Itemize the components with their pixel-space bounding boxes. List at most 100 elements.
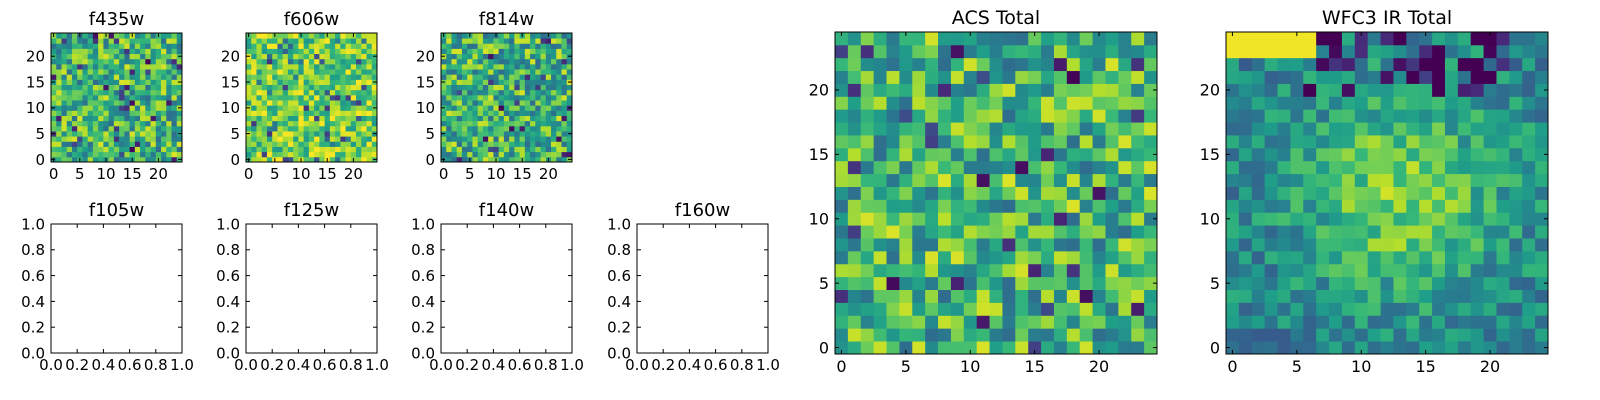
- heatmap-cell: [472, 115, 479, 122]
- heatmap-cell: [1316, 225, 1330, 239]
- heatmap-cell: [129, 105, 136, 111]
- heatmap-cell: [1290, 263, 1304, 278]
- heatmap-cell: [119, 53, 125, 60]
- heatmap-cell: [551, 94, 557, 101]
- heatmap-cell: [1053, 96, 1068, 110]
- heatmap-cell: [488, 125, 494, 132]
- heatmap-cell: [467, 58, 473, 65]
- heatmap-cell: [1238, 122, 1253, 136]
- heatmap-cell: [145, 105, 151, 111]
- heatmap-cell: [1522, 96, 1536, 110]
- heatmap-cell: [1238, 160, 1253, 175]
- heatmap-cell: [1457, 212, 1472, 226]
- heatmap-cell: [561, 94, 568, 101]
- heatmap-cell: [482, 146, 489, 153]
- heatmap-cell: [1002, 276, 1016, 290]
- heatmap-cell: [467, 48, 473, 55]
- heatmap-cell: [950, 109, 965, 123]
- plot-frame: [440, 32, 573, 163]
- heatmap-cell: [82, 105, 89, 111]
- heatmap-cell: [298, 120, 305, 127]
- heatmap-cell: [134, 125, 141, 132]
- heatmap-cell: [1509, 238, 1523, 252]
- x-tick-label: 15: [513, 165, 532, 183]
- heatmap-cell: [1367, 147, 1381, 162]
- heatmap-cell: [1041, 276, 1055, 290]
- heatmap-cell: [1264, 289, 1278, 303]
- heatmap-cell: [456, 94, 463, 101]
- heatmap-cell: [298, 69, 305, 75]
- heatmap-cell: [1092, 341, 1106, 355]
- heatmap-cell: [87, 53, 94, 60]
- heatmap-cell: [308, 63, 315, 70]
- heatmap-cell: [509, 105, 515, 111]
- heatmap-cell: [345, 136, 352, 142]
- heatmap-cell: [113, 146, 120, 153]
- heatmap-cell: [1470, 328, 1484, 342]
- heatmap-cell: [1131, 160, 1145, 175]
- heatmap-cell: [912, 173, 926, 187]
- heatmap-cell: [503, 105, 510, 111]
- heatmap-cell: [514, 84, 520, 91]
- heatmap-cell: [467, 74, 473, 80]
- heatmap-cell: [530, 43, 536, 49]
- heatmap-cell: [1277, 32, 1291, 46]
- heatmap-cell: [1483, 302, 1497, 316]
- heatmap-cell: [498, 84, 505, 91]
- heatmap-cell: [461, 141, 468, 147]
- heatmap-cell: [472, 74, 479, 80]
- heatmap-cell: [1238, 238, 1253, 252]
- heatmap-cell: [1393, 238, 1407, 252]
- heatmap-cell: [1316, 315, 1330, 329]
- heatmap-cell: [1118, 302, 1132, 316]
- heatmap-cell: [503, 141, 510, 147]
- heatmap-cell: [873, 135, 887, 149]
- heatmap-cell: [293, 74, 299, 80]
- heatmap-cell: [1290, 96, 1304, 110]
- heatmap-cell: [886, 173, 900, 187]
- heatmap-cell: [488, 53, 494, 60]
- heatmap-cell: [519, 146, 526, 153]
- plot-frame: [1225, 31, 1549, 355]
- heatmap-cell: [345, 115, 352, 122]
- heatmap-cell: [308, 141, 315, 147]
- heatmap-cell: [1264, 147, 1278, 162]
- heatmap-cell: [272, 38, 278, 44]
- heatmap-cell: [287, 63, 294, 70]
- heatmap-cell: [92, 125, 99, 132]
- heatmap-cell: [524, 156, 531, 163]
- heatmap-cell: [119, 79, 125, 85]
- heatmap-cell: [51, 120, 57, 127]
- heatmap-cell: [925, 289, 939, 303]
- heatmap-cell: [551, 136, 557, 142]
- heatmap-cell: [540, 146, 547, 153]
- heatmap-cell: [963, 289, 978, 303]
- heatmap-cell: [134, 105, 141, 111]
- heatmap-cell: [1444, 276, 1459, 290]
- heatmap-cell: [1522, 276, 1536, 290]
- heatmap-cell: [1303, 44, 1317, 59]
- heatmap-cell: [1131, 225, 1145, 239]
- heatmap-cell: [503, 115, 510, 122]
- heatmap-cell: [535, 94, 541, 101]
- heatmap-cell: [1131, 328, 1145, 342]
- heatmap-cell: [287, 84, 294, 91]
- heatmap-cell: [1354, 44, 1369, 59]
- heatmap-cell: [166, 125, 172, 132]
- heatmap-cell: [498, 156, 505, 163]
- y-tick-label: 20: [1200, 81, 1220, 100]
- heatmap-cell: [566, 136, 573, 142]
- heatmap-cell: [87, 84, 94, 91]
- heatmap-cell: [1470, 276, 1484, 290]
- heatmap-cell: [51, 84, 57, 91]
- heatmap-cell: [256, 120, 263, 127]
- heatmap-cell: [108, 136, 115, 142]
- heatmap-cell: [509, 74, 515, 80]
- heatmap-cell: [1264, 276, 1278, 290]
- heatmap-cell: [886, 263, 900, 278]
- heatmap-cell: [277, 63, 284, 70]
- heatmap-cell: [124, 136, 130, 142]
- heatmap-cell: [950, 263, 965, 278]
- heatmap-cell: [335, 136, 341, 142]
- heatmap-cell: [56, 110, 62, 116]
